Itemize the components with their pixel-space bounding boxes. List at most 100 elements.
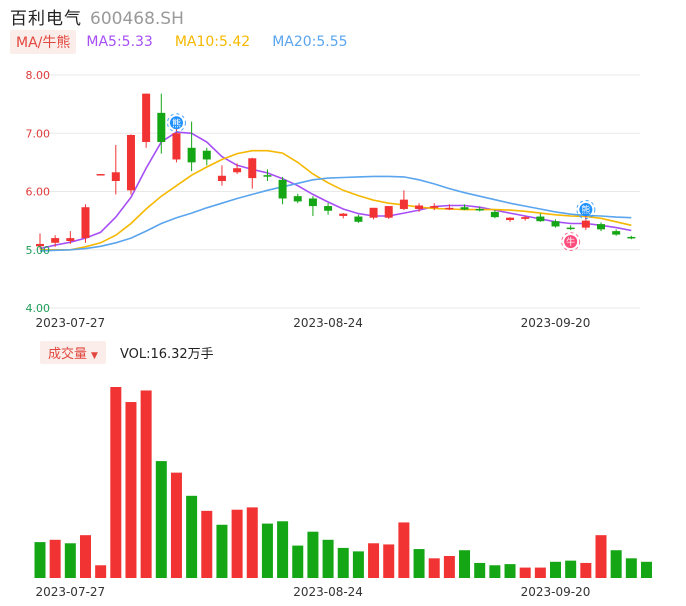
ma20-line [39, 175, 632, 252]
volume-bar [550, 561, 562, 578]
stock-name: 百利电气 [10, 9, 82, 29]
candle [581, 213, 590, 230]
ma-selector-tag[interactable]: MA/牛熊 [10, 30, 77, 54]
volume-bar [201, 510, 213, 578]
candle-body [81, 207, 90, 239]
x-tick-label: 2023-08-24 [293, 585, 363, 599]
candle [369, 207, 378, 220]
candle [339, 213, 348, 219]
ma5-line [39, 131, 632, 250]
volume-bar [459, 550, 471, 578]
candle-body [51, 238, 60, 243]
ma-lines [39, 131, 632, 252]
candle [126, 134, 135, 195]
candle-body [202, 150, 211, 160]
volume-bar [474, 562, 486, 578]
candle [308, 196, 317, 216]
price-axis: 8.00 7.00 6.00 5.00 4.00 [26, 69, 51, 315]
y-tick-label: 4.00 [26, 302, 51, 315]
volume-bar [610, 550, 622, 578]
candle-body [399, 199, 408, 209]
volume-selector-tag[interactable]: 成交量 ▼ [40, 340, 106, 364]
candle [430, 203, 439, 211]
volume-bar [277, 521, 289, 578]
bull-signal-icon: 牛 [561, 232, 581, 252]
volume-bar [34, 542, 46, 578]
caret-down-icon: ▼ [91, 350, 98, 361]
candle-body [187, 147, 196, 163]
volume-bar [368, 543, 380, 578]
volume-bar [140, 390, 152, 578]
signal-dot [564, 235, 578, 249]
candle-body [66, 238, 75, 242]
ma-legend: MA/牛熊 MA5:5.33 MA10:5.42 MA20:5.55 [10, 30, 348, 54]
volume-bar [307, 531, 319, 578]
candle-body [627, 236, 636, 239]
signal-markers: 熊熊牛 [166, 113, 596, 252]
candle-body [475, 208, 484, 211]
signal-label: 熊 [581, 204, 590, 216]
volume-bar [125, 402, 137, 578]
candle [36, 233, 44, 249]
candle [490, 210, 499, 219]
candle [354, 214, 363, 223]
volume-bar [398, 522, 410, 578]
signal-dot [579, 203, 593, 217]
candle-body [581, 220, 590, 228]
volume-bar [625, 558, 637, 578]
candle [566, 225, 575, 230]
volume-bar [110, 387, 122, 578]
volume-bar [216, 524, 228, 578]
volume-bar [64, 543, 76, 578]
volume-readout: VOL:16.32万手 [119, 346, 214, 362]
volume-bar [595, 535, 607, 578]
candle [596, 222, 605, 232]
signal-label: 牛 [566, 236, 575, 248]
volume-bar [186, 495, 198, 578]
volume-bar [337, 547, 349, 578]
candle-body [536, 216, 545, 222]
candle [111, 144, 120, 195]
volume-bars [34, 387, 652, 578]
candle-body [566, 227, 575, 230]
candle [66, 231, 75, 244]
candle [551, 219, 560, 228]
x-tick-label: 2023-07-27 [35, 585, 105, 599]
candle [248, 157, 257, 189]
candle-body [506, 217, 515, 221]
ma10-legend: MA10:5.42 [174, 34, 251, 50]
volume-bar [292, 545, 304, 578]
candle-body [551, 221, 560, 227]
candle-body [308, 198, 317, 207]
candle-body [111, 172, 120, 182]
signal-ring [166, 113, 186, 133]
candle [187, 121, 196, 172]
y-tick-label: 7.00 [26, 127, 51, 140]
candle-body [278, 179, 287, 199]
signal-dot [169, 116, 183, 130]
candle [384, 206, 393, 219]
candle-body [157, 112, 166, 142]
candle [415, 203, 424, 212]
candle-body [126, 134, 135, 191]
signal-ring [561, 232, 581, 252]
volume-bar [428, 558, 440, 578]
ma10-line [40, 149, 632, 251]
candle-body [233, 168, 242, 173]
signal-ring [576, 200, 596, 220]
volume-bar [170, 472, 182, 578]
candle-body [36, 243, 44, 247]
bear-signal-icon: 熊 [166, 113, 186, 133]
volume-bar [413, 549, 425, 578]
volume-bar [383, 544, 395, 578]
candle-body [415, 205, 424, 209]
candle [81, 204, 90, 243]
candle-body [521, 217, 530, 219]
ma5-legend: MA5:5.33 [86, 34, 153, 50]
volume-bar [504, 564, 516, 578]
candle [521, 215, 530, 221]
y-tick-label: 5.00 [26, 244, 51, 257]
candle [460, 204, 469, 211]
price-grid [32, 74, 640, 309]
